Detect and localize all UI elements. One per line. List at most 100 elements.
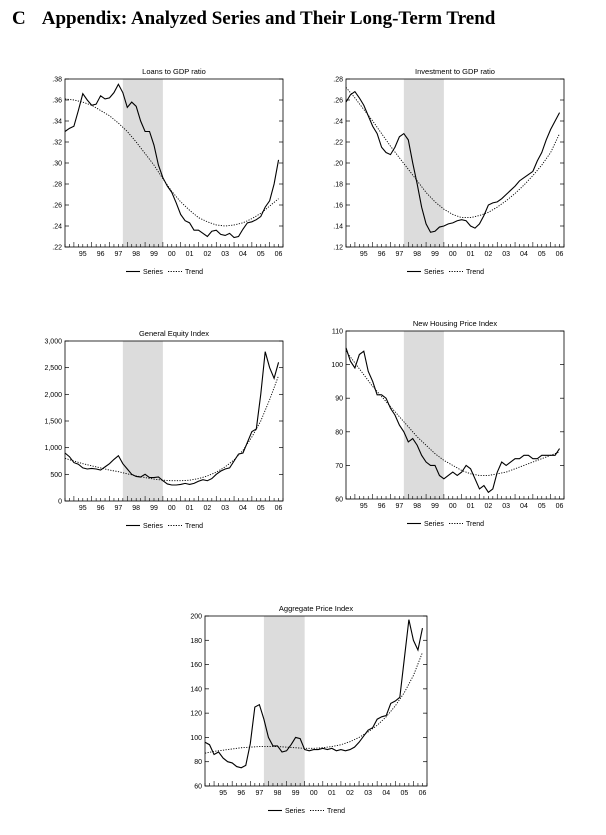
aggregate-price-shaded-period <box>263 616 305 786</box>
housing-price-xtick-label: 95 <box>360 503 368 510</box>
loans-gdp-trend-line <box>64 98 279 227</box>
aggregate-price-chart: Aggregate Price Index 60 80 100 120 140 160 180… <box>185 601 445 826</box>
equity-index-xtick-label: 06 <box>275 505 283 512</box>
equity-index-xtick-label: 03 <box>221 505 229 512</box>
investment-gdp-series-line <box>345 90 561 233</box>
loans-gdp-legend-series-label: Series <box>143 269 163 276</box>
investment-gdp-trend-line <box>345 87 560 219</box>
loans-gdp-series-line <box>64 83 280 239</box>
housing-price-xtick-label: 96 <box>378 503 386 510</box>
loans-gdp-xtick-label: 97 <box>114 251 122 258</box>
equity-index-xtick-label: 99 <box>150 505 158 512</box>
aggregate-price-frame <box>204 615 428 787</box>
equity-index-xtick-label: 05 <box>257 505 265 512</box>
loans-gdp-xtick-label: 95 <box>79 251 87 258</box>
loans-gdp-ytick-label: .38 <box>52 77 62 84</box>
investment-gdp-xtick-label: 01 <box>467 251 475 258</box>
loans-gdp-ytick-label: .26 <box>52 203 62 210</box>
equity-index-legend-trend-label: Trend <box>185 523 203 530</box>
loans-gdp-ytick-label: .32 <box>52 140 62 147</box>
housing-price-xtick-label: 04 <box>520 503 528 510</box>
investment-gdp-legend-trend-label: Trend <box>466 269 484 276</box>
equity-index-series-line <box>64 351 280 486</box>
housing-price-ytick-label: 110 <box>332 329 343 336</box>
investment-gdp-xtick-label: 05 <box>538 251 546 258</box>
investment-gdp-ytick-label: .28 <box>333 77 343 84</box>
housing-price-xtick-label: 05 <box>538 503 546 510</box>
housing-price-trend-line <box>345 350 560 476</box>
equity-index-xtick-label: 02 <box>203 505 211 512</box>
aggregate-price-xtick-label: 95 <box>219 790 227 797</box>
loans-gdp-chart: Loans to GDP ratio .22 .24 .26 .28 .30 .32 .34.… <box>31 64 291 289</box>
aggregate-price-series-line <box>204 619 424 769</box>
aggregate-price-legend-trend-label: Trend <box>327 808 345 815</box>
equity-index-xtick-label: 96 <box>97 505 105 512</box>
housing-price-ytick-label: 60 <box>335 497 343 504</box>
housing-price-series-line <box>345 347 561 494</box>
loans-gdp-xtick-label: 01 <box>186 251 194 258</box>
aggregate-price-ytick-label: 100 <box>190 735 202 742</box>
loans-gdp-ytick-label: .34 <box>52 119 62 126</box>
equity-index-xtick-label: 98 <box>132 505 140 512</box>
housing-price-xtick-label: 02 <box>484 503 492 510</box>
equity-index-xtick-label: 95 <box>79 505 87 512</box>
investment-gdp-plot: Investment to GDP ratio .12 .14 .16 .18 .20 .2… <box>333 67 565 276</box>
equity-index-title: General Equity Index <box>139 329 209 338</box>
equity-index-shaded-period <box>122 341 163 501</box>
housing-price-ytick-label: 70 <box>335 463 343 470</box>
equity-index-ytick-label: 1,500 <box>44 419 62 426</box>
loans-gdp-ytick-label: .28 <box>52 182 62 189</box>
housing-price-xtick-label: 03 <box>502 503 510 510</box>
aggregate-price-title: Aggregate Price Index <box>279 604 353 613</box>
aggregate-price-ytick-label: 140 <box>190 686 202 693</box>
aggregate-price-xtick-label: 00 <box>310 790 318 797</box>
equity-index-plot: General Equity Index05001,0001,5002,0002… <box>44 329 284 530</box>
aggregate-price-xtick-label: 97 <box>255 790 263 797</box>
housing-price-ytick-label: 80 <box>335 429 343 436</box>
investment-gdp-ytick-label: .16 <box>333 203 343 210</box>
aggregate-price-ytick-label: 60 <box>194 784 202 791</box>
aggregate-price-xtick-label: 06 <box>419 790 427 797</box>
investment-gdp-xtick-label: 06 <box>556 251 564 258</box>
loans-gdp-xtick-label: 06 <box>275 251 283 258</box>
aggregate-price-legend-series-label: Series <box>285 808 305 815</box>
equity-index-frame <box>64 340 284 502</box>
aggregate-price-ytick-label: 80 <box>194 759 202 766</box>
loans-gdp-plot: Loans to GDP ratio .22 .24 .26 .28 .30 .32 .34.… <box>52 67 284 276</box>
loans-gdp-legend-trend-label: Trend <box>185 269 203 276</box>
investment-gdp-shaded-period <box>403 79 444 247</box>
investment-gdp-ytick-label: .18 <box>333 182 343 189</box>
housing-price-chart: New Housing Price Index 60 70 80 90 100 110 95 9… <box>312 316 572 541</box>
housing-price-plot: New Housing Price Index 60 70 80 90 100 110 95 9… <box>331 319 565 528</box>
loans-gdp-shaded-period <box>122 79 163 247</box>
housing-price-xtick-label: 99 <box>431 503 439 510</box>
equity-index-xtick-label: 00 <box>168 505 176 512</box>
investment-gdp-chart: Investment to GDP ratio .12 .14 .16 .18 .20 .2… <box>312 64 572 289</box>
loans-gdp-xtick-label: 05 <box>257 251 265 258</box>
aggregate-price-xtick-label: 96 <box>237 790 245 797</box>
loans-gdp-xtick-label: 04 <box>239 251 247 258</box>
aggregate-price-ytick-label: 180 <box>190 638 202 645</box>
aggregate-price-ytick-label: 160 <box>190 662 202 669</box>
loans-gdp-ytick-label: .22 <box>52 245 62 252</box>
aggregate-price-xtick-label: 99 <box>292 790 300 797</box>
investment-gdp-xtick-label: 97 <box>395 251 403 258</box>
equity-index-ytick-label: 1,000 <box>44 445 62 452</box>
investment-gdp-ytick-label: .20 <box>333 161 343 168</box>
aggregate-price-trend-line <box>204 652 423 754</box>
equity-index-ytick-label: 3,000 <box>44 339 62 346</box>
loans-gdp-xtick-label: 99 <box>150 251 158 258</box>
aggregate-price-xtick-label: 03 <box>364 790 372 797</box>
loans-gdp-xtick-label: 02 <box>203 251 211 258</box>
equity-index-xtick-label: 01 <box>186 505 194 512</box>
aggregate-price-plot: Aggregate Price Index 60 80 100 120 140 160 180… <box>190 604 428 815</box>
investment-gdp-xtick-label: 04 <box>520 251 528 258</box>
loans-gdp-title: Loans to GDP ratio <box>142 67 206 76</box>
housing-price-frame <box>345 330 565 500</box>
housing-price-legend-trend-label: Trend <box>466 521 484 528</box>
aggregate-price-xtick-label: 01 <box>328 790 336 797</box>
housing-price-xtick-label: 00 <box>449 503 457 510</box>
housing-price-ytick-label: 100 <box>331 362 343 369</box>
investment-gdp-ytick-label: .24 <box>333 119 343 126</box>
investment-gdp-xtick-label: 95 <box>360 251 368 258</box>
